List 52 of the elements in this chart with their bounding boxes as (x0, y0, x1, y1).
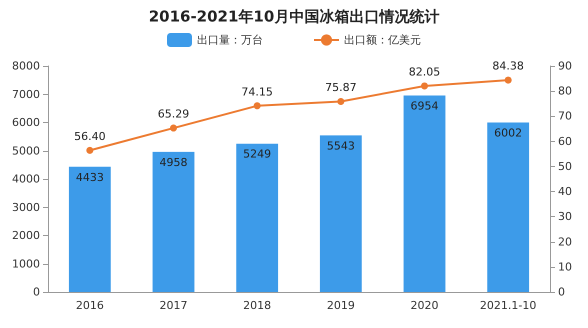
bar (236, 144, 278, 292)
point (170, 124, 177, 132)
bar (404, 96, 446, 292)
data-label: 82.05 (408, 65, 440, 78)
point (254, 102, 261, 110)
data-label: 84.38 (492, 60, 524, 73)
y2-tick-label: 10 (558, 260, 572, 274)
y-tick-label: 7000 (12, 88, 40, 101)
point (504, 76, 512, 84)
x-tick-label: 2018 (243, 299, 272, 312)
y-tick-label: 4000 (12, 172, 40, 186)
data-label: 75.87 (325, 80, 357, 94)
chart-title: 2016-2021年10月中国冰箱出口情况统计 (148, 8, 440, 26)
point (337, 98, 344, 105)
data-label: 4433 (76, 170, 104, 184)
data-label: 6954 (410, 100, 438, 113)
data-label: 5543 (326, 139, 355, 152)
y2-tick-label: 70 (558, 110, 572, 123)
data-label: 56.40 (74, 130, 106, 143)
bar (68, 166, 111, 292)
data-label: 5249 (243, 148, 272, 161)
data-label: 74.15 (241, 85, 273, 98)
y2-tick-label: 60 (558, 134, 572, 148)
data-label: 65.29 (158, 108, 190, 121)
y-tick-label: 8000 (12, 60, 40, 72)
y-tick-label: 2000 (12, 229, 40, 242)
y-tick-label: 1000 (12, 257, 40, 270)
legend-label: 出口量：万台 (197, 34, 263, 46)
y2-tick-label: 80 (558, 84, 572, 98)
data-label: 6002 (494, 126, 522, 140)
y-tick-label: 0 (33, 286, 40, 298)
x-tick-label: 2019 (326, 299, 355, 312)
y2-tick-label: 50 (558, 160, 572, 173)
x-tick-label: 2016 (76, 299, 104, 312)
legend-label: 出口额：亿美元 (344, 34, 421, 46)
bar (152, 152, 194, 292)
y-tick-label: 3000 (12, 200, 40, 214)
y2-tick-label: 0 (558, 286, 565, 298)
x-tick-label: 2021.1-10 (480, 299, 536, 312)
y-tick-label: 5000 (12, 144, 40, 158)
y2-tick-label: 90 (558, 60, 572, 72)
point (421, 82, 428, 90)
bar (487, 122, 530, 292)
x-tick-label: 2017 (160, 299, 188, 312)
y2-tick-label: 40 (558, 185, 572, 198)
bar (320, 135, 362, 292)
y2-tick-label: 30 (558, 210, 572, 224)
y-tick-label: 6000 (12, 116, 40, 129)
data-label: 4958 (160, 156, 188, 169)
point (86, 146, 94, 154)
y2-tick-label: 20 (558, 235, 572, 248)
x-tick-label: 2020 (410, 299, 438, 312)
